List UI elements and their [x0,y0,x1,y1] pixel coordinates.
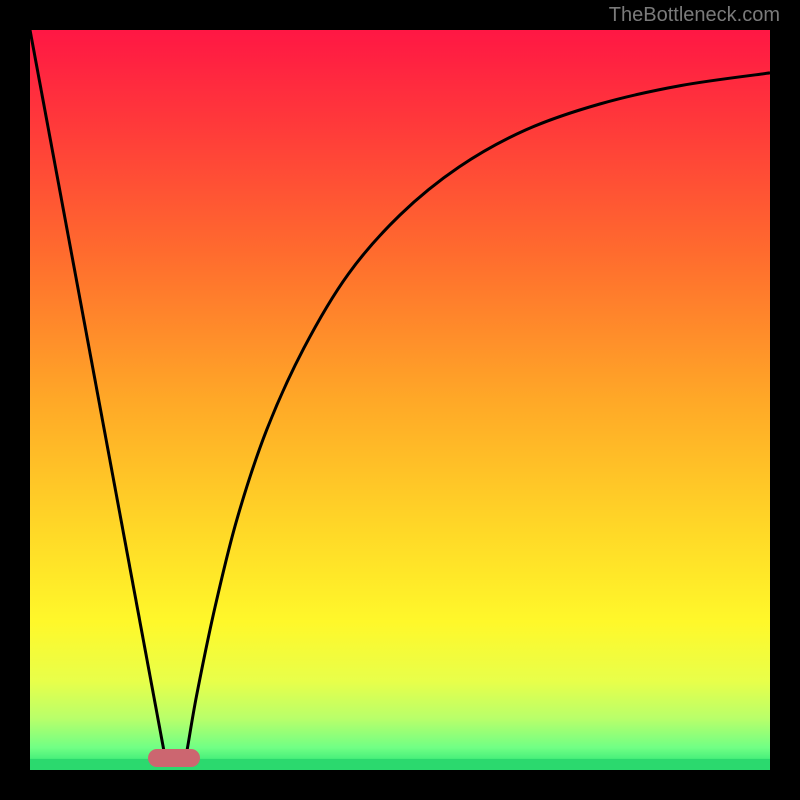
chart-outer [0,0,800,800]
optimal-marker [148,749,200,767]
bottleneck-curves [30,30,770,770]
curve-left-line [30,30,165,759]
plot-area [30,30,770,770]
attribution-text: TheBottleneck.com [609,4,780,27]
curve-right-line [182,73,770,764]
